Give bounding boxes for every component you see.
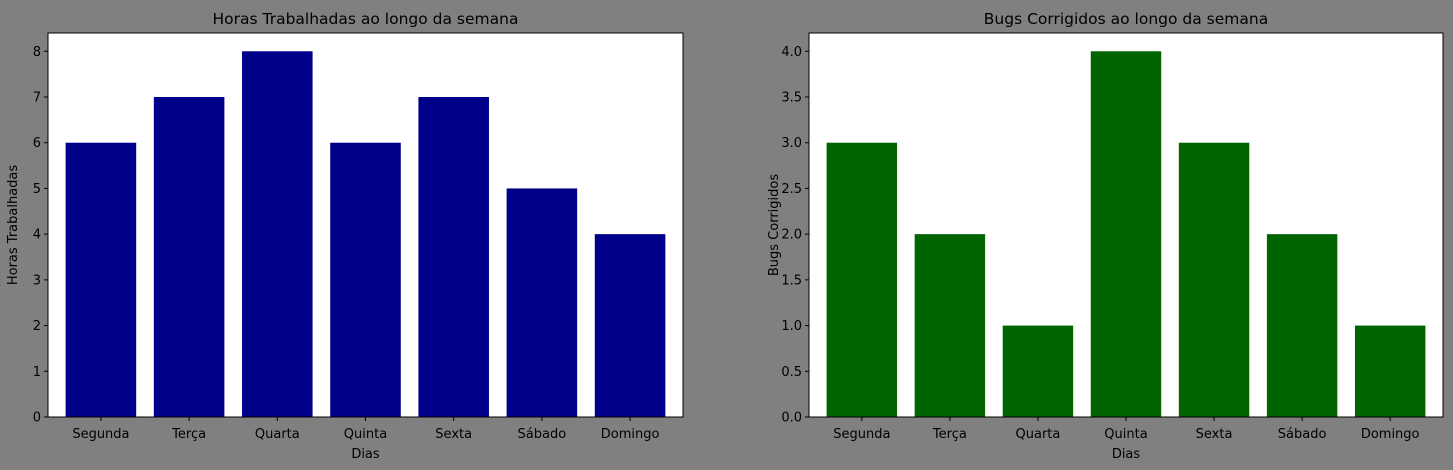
x-tick-label: Sábado — [1278, 427, 1327, 442]
x-tick-label: Quinta — [1104, 427, 1147, 442]
y-tick-label: 5 — [33, 182, 41, 197]
bar — [1002, 325, 1074, 417]
x-tick-label: Sexta — [435, 427, 472, 442]
bar — [153, 97, 225, 417]
bar — [594, 234, 666, 417]
y-tick-label: 0.0 — [781, 411, 802, 426]
x-tick-label: Segunda — [833, 427, 890, 442]
bar — [1354, 325, 1426, 417]
bar — [1178, 142, 1250, 417]
y-tick-label: 3.5 — [781, 91, 802, 106]
x-tick-label: Sábado — [518, 427, 567, 442]
bar — [418, 97, 489, 417]
bar — [65, 142, 137, 417]
bugs-fixed-chart: 0.0 0.5 1.0 1.5 2.0 2.5 3.0 3.5 4.0 Segunda Terça Q… — [767, 10, 1444, 462]
hours-worked-chart: 0 1 2 3 4 5 6 7 8 Segunda Terça Quarta Quinta Sexta Sá… — [6, 10, 684, 462]
y-axis-label: Horas Trabalhadas — [6, 165, 21, 286]
y-tick-label: 3.0 — [781, 136, 802, 151]
x-axis-label: Dias — [351, 447, 380, 462]
y-tick-label: 0.5 — [781, 365, 802, 380]
x-tick-label: Sexta — [1196, 427, 1233, 442]
y-tick-label: 8 — [33, 45, 41, 60]
x-tick-label: Quarta — [1016, 427, 1061, 442]
y-tick-label: 7 — [33, 91, 41, 106]
bar — [826, 142, 898, 417]
x-tick-label: Quinta — [344, 427, 387, 442]
bar — [330, 142, 401, 417]
y-tick-label: 2.5 — [781, 182, 802, 197]
x-axis-label: Dias — [1112, 447, 1141, 462]
x-tick-label: Domingo — [601, 427, 660, 442]
y-tick-label: 6 — [33, 136, 41, 151]
y-tick-label: 2 — [33, 319, 41, 334]
bar — [1266, 234, 1338, 417]
bar — [506, 188, 578, 417]
x-tick-label: Terça — [932, 427, 967, 442]
chart-title: Horas Trabalhadas ao longo da semana — [213, 10, 519, 28]
y-tick-label: 3 — [33, 273, 41, 288]
bar — [242, 51, 313, 418]
y-axis-label: Bugs Corrigidos — [767, 174, 782, 276]
chart-title: Bugs Corrigidos ao longo da semana — [984, 10, 1268, 28]
bar — [914, 234, 986, 417]
y-tick-label: 1.5 — [781, 273, 802, 288]
y-tick-label: 1.0 — [781, 319, 802, 334]
y-tick-label: 2.0 — [781, 228, 802, 243]
y-tick-label: 1 — [33, 365, 41, 380]
x-tick-label: Quarta — [255, 427, 300, 442]
x-tick-label: Segunda — [72, 427, 129, 442]
x-tick-label: Terça — [171, 427, 206, 442]
y-tick-label: 0 — [33, 411, 41, 426]
bar — [1090, 51, 1162, 418]
y-tick-label: 4.0 — [781, 45, 802, 60]
y-tick-label: 4 — [33, 228, 41, 243]
x-tick-label: Domingo — [1361, 427, 1420, 442]
